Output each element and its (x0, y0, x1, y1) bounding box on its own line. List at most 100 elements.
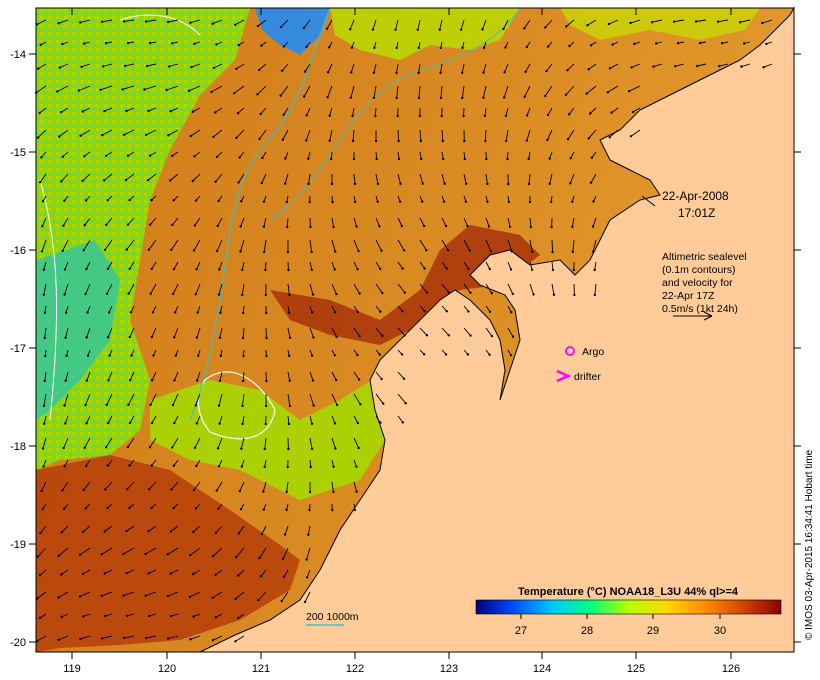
velocity-arrow-head (258, 556, 261, 560)
velocity-arrow-head (218, 379, 222, 382)
velocity-arrow (326, 19, 333, 29)
velocity-arrow (172, 393, 179, 406)
velocity-arrow (353, 239, 359, 252)
velocity-arrow-head (379, 421, 382, 424)
velocity-arrow (194, 217, 201, 226)
velocity-arrow-head (130, 354, 133, 357)
velocity-arrow-head (401, 267, 404, 270)
velocity-arrow (331, 327, 337, 338)
velocity-arrow (195, 283, 201, 295)
velocity-arrow-head (285, 508, 288, 511)
velocity-arrow (375, 327, 383, 337)
velocity-arrow-head (127, 403, 130, 406)
velocity-arrow-head (195, 268, 198, 271)
velocity-arrow (37, 635, 47, 642)
velocity-arrow-head (355, 465, 358, 468)
velocity-arrow-head (41, 447, 45, 450)
velocity-arrow-head (214, 573, 217, 576)
velocity-arrow (307, 525, 311, 535)
velocity-arrow (193, 239, 201, 251)
velocity-arrow-head (423, 310, 426, 313)
velocity-arrow-head (84, 292, 87, 296)
velocity-arrow-head (312, 404, 315, 407)
velocity-arrow-head (211, 554, 215, 558)
velocity-arrow (123, 129, 135, 136)
velocity-arrow (485, 283, 493, 294)
velocity-arrow-head (148, 154, 152, 157)
velocity-arrow-head (148, 446, 152, 449)
velocity-arrow-head (150, 464, 153, 467)
velocity-arrow (37, 63, 47, 69)
velocity-arrow-head (99, 88, 102, 92)
velocity-arrow-head (212, 135, 215, 139)
velocity-arrow (37, 129, 47, 138)
velocity-arrow-head (84, 507, 88, 510)
timestamp: 22-Apr-2008 17:01Z (641, 189, 729, 220)
lat-tick-15: -15 (10, 147, 801, 159)
velocity-arrow (397, 239, 405, 251)
velocity-arrow (61, 569, 69, 575)
velocity-arrow (148, 107, 157, 112)
velocity-arrow (304, 591, 311, 603)
velocity-arrow-head (305, 139, 308, 142)
velocity-arrow (483, 63, 487, 73)
velocity-arrow (353, 173, 356, 184)
velocity-arrow-head (285, 490, 288, 494)
velocity-arrow (148, 481, 157, 490)
velocity-arrow (235, 129, 245, 139)
lat-tick-label: -16 (10, 245, 26, 257)
velocity-arrow-head (64, 422, 67, 425)
velocity-arrow-head (62, 224, 65, 227)
velocity-arrow-head (144, 133, 148, 137)
velocity-arrow-head (528, 200, 532, 204)
velocity-arrow (83, 481, 91, 491)
velocity-arrow-head (311, 379, 315, 382)
velocity-arrow (463, 107, 465, 117)
velocity-arrow-head (629, 21, 632, 25)
velocity-arrow (349, 19, 355, 30)
velocity-arrow-head (447, 249, 450, 252)
velocity-arrow-head (105, 223, 108, 227)
velocity-arrow-head (173, 379, 176, 382)
velocity-arrow-head (652, 65, 655, 68)
velocity-arrow (126, 239, 135, 250)
velocity-arrow-head (417, 71, 420, 75)
velocity-arrow (126, 525, 135, 532)
lon-tick-label: 122 (346, 663, 364, 675)
velocity-arrow-head (215, 43, 218, 46)
velocity-arrow (547, 107, 553, 116)
velocity-arrow (215, 173, 223, 182)
colorbar-tick-label: 29 (647, 625, 659, 637)
velocity-arrow (309, 327, 314, 338)
velocity-arrow (353, 437, 360, 449)
velocity-arrow-head (169, 530, 173, 533)
velocity-arrow (167, 547, 179, 555)
velocity-arrow-head (193, 155, 196, 158)
velocity-arrow (463, 239, 471, 251)
velocity-arrow (218, 261, 223, 270)
velocity-arrow-head (330, 157, 333, 161)
velocity-arrow (43, 283, 47, 295)
velocity-arrow-head (288, 379, 291, 382)
velocity-arrow (482, 85, 487, 98)
velocity-arrow-head (305, 558, 308, 561)
velocity-arrow-head (193, 42, 196, 45)
velocity-arrow (216, 239, 223, 252)
velocity-arrow (148, 525, 157, 532)
velocity-arrow-head (61, 249, 64, 252)
velocity-arrow-head (152, 354, 155, 357)
velocity-arrow-head (44, 354, 47, 358)
velocity-arrow-head (256, 24, 260, 28)
velocity-arrow-head (63, 268, 67, 271)
velocity-arrow-head (607, 22, 611, 26)
velocity-arrow (440, 63, 443, 73)
velocity-arrow (463, 283, 471, 294)
velocity-arrow-head (104, 446, 108, 449)
velocity-arrow-head (241, 268, 244, 271)
velocity-arrow-head (485, 157, 488, 161)
colorbar-tick-27: 27 (515, 614, 527, 637)
velocity-arrow-head (234, 640, 237, 643)
velocity-arrow-head (122, 552, 125, 556)
velocity-arrow-head (606, 91, 609, 94)
